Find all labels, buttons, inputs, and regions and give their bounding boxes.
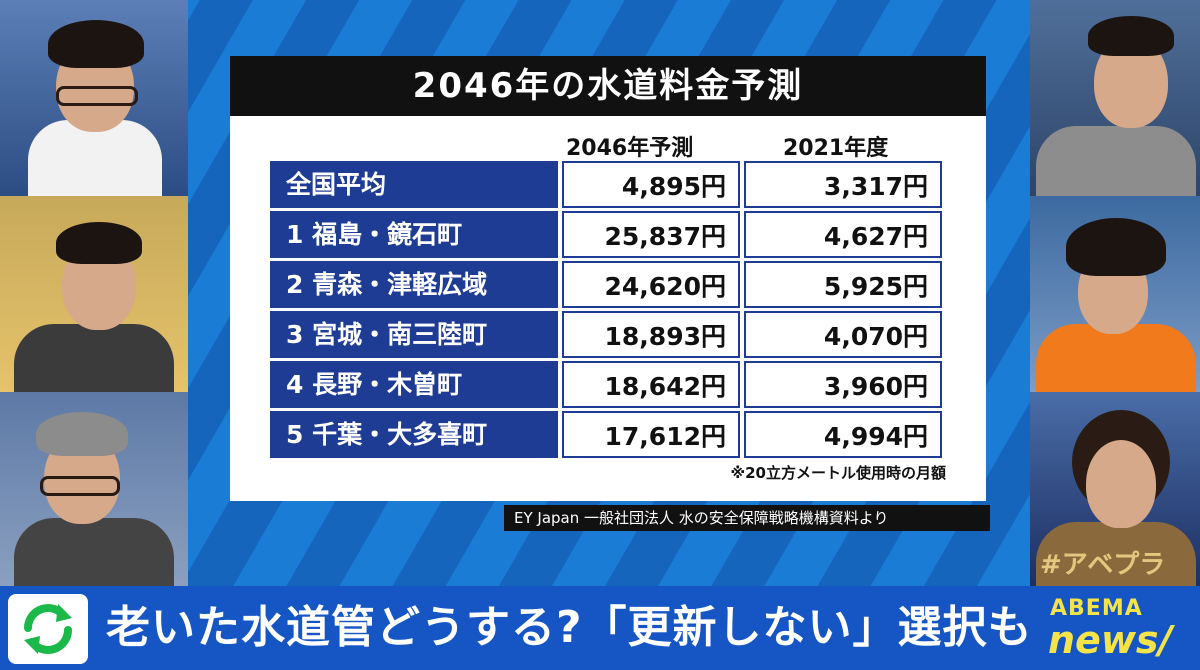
panelist-video-right-3 bbox=[1030, 392, 1200, 586]
table-row: 1 福島・鏡石町 25,837円 4,627円 bbox=[270, 211, 942, 258]
row-label: 1 福島・鏡石町 bbox=[270, 211, 558, 258]
value-2046: 18,893円 bbox=[562, 311, 740, 358]
brand-bottom: news/ bbox=[1048, 618, 1173, 662]
table-row: 全国平均 4,895円 3,317円 bbox=[270, 161, 942, 208]
value-2021: 4,627円 bbox=[744, 211, 942, 258]
row-label: 3 宮城・南三陸町 bbox=[270, 311, 558, 358]
hashtag-text: #アベプラ bbox=[1040, 550, 1166, 580]
column-header-2021: 2021年度 bbox=[783, 136, 889, 161]
table-footnote: ※20立方メートル使用時の月額 bbox=[730, 464, 946, 482]
table-row: 2 青森・津軽広域 24,620円 5,925円 bbox=[270, 261, 942, 308]
source-caption: EY Japan 一般社団法人 水の安全保障戦略機構資料より bbox=[504, 505, 990, 531]
info-graphic-stage: 2046年の水道料金予測 2046年予測 2021年度 全国平均 4,895円 … bbox=[188, 0, 1030, 586]
brand-top: ABEMA bbox=[1050, 596, 1143, 621]
refresh-icon bbox=[8, 594, 88, 664]
table-title: 2046年の水道料金予測 bbox=[230, 56, 986, 116]
row-label: 全国平均 bbox=[270, 161, 558, 208]
column-header-2046: 2046年予測 bbox=[566, 136, 694, 161]
water-rate-table-card: 2046年の水道料金予測 2046年予測 2021年度 全国平均 4,895円 … bbox=[230, 56, 986, 501]
value-2046: 24,620円 bbox=[562, 261, 740, 308]
table-row: 3 宮城・南三陸町 18,893円 4,070円 bbox=[270, 311, 942, 358]
value-2046: 25,837円 bbox=[562, 211, 740, 258]
value-2021: 3,960円 bbox=[744, 361, 942, 408]
value-2021: 5,925円 bbox=[744, 261, 942, 308]
value-2046: 17,612円 bbox=[562, 411, 740, 458]
row-label: 4 長野・木曽町 bbox=[270, 361, 558, 408]
row-label: 2 青森・津軽広域 bbox=[270, 261, 558, 308]
value-2021: 3,317円 bbox=[744, 161, 942, 208]
value-2046: 4,895円 bbox=[562, 161, 740, 208]
value-2021: 4,994円 bbox=[744, 411, 942, 458]
value-2046: 18,642円 bbox=[562, 361, 740, 408]
value-2021: 4,070円 bbox=[744, 311, 942, 358]
abema-news-logo: ABEMA news/ bbox=[1038, 586, 1200, 670]
panelist-video-left-3 bbox=[0, 392, 188, 586]
panelist-video-left-1 bbox=[0, 0, 188, 196]
panelist-video-left-2 bbox=[0, 196, 188, 392]
table-row: 4 長野・木曽町 18,642円 3,960円 bbox=[270, 361, 942, 408]
headline-bar: 老いた水道管どうする?「更新しない」選択も ABEMA news/ bbox=[0, 586, 1200, 670]
panelist-video-right-1 bbox=[1030, 0, 1200, 196]
panelist-video-right-2 bbox=[1030, 196, 1200, 392]
row-label: 5 千葉・大多喜町 bbox=[270, 411, 558, 458]
headline-text: 老いた水道管どうする?「更新しない」選択も bbox=[106, 602, 1033, 653]
table-row: 5 千葉・大多喜町 17,612円 4,994円 bbox=[270, 411, 942, 458]
